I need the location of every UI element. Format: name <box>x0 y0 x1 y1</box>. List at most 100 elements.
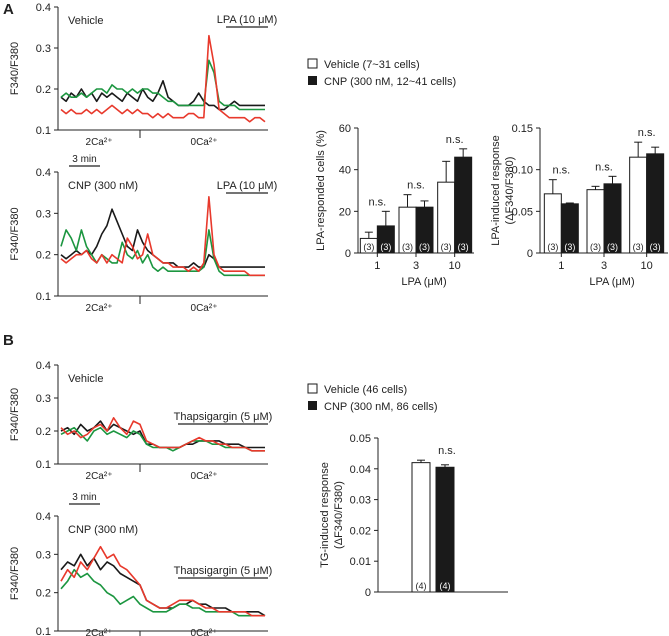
phase-label-2ca: 2Ca²⁺ <box>86 303 113 314</box>
y-tick-label: 20 <box>339 206 351 218</box>
legend-a-cnp-swatch <box>308 76 317 85</box>
x-tick-label: 1 <box>558 260 564 272</box>
n-label: (3) <box>380 242 391 252</box>
y-tick-label: 0.10 <box>512 165 533 177</box>
bar-vehicle <box>411 462 431 593</box>
n-label: (3) <box>458 242 469 252</box>
stimulus-label: LPA (10 μM) <box>217 14 278 26</box>
phase-label-0ca: 0Ca²⁺ <box>191 137 218 148</box>
y-tick-label: 0.05 <box>512 206 533 218</box>
y-tick-label: 0.1 <box>36 626 51 636</box>
y-tick-label: 0 <box>345 248 351 260</box>
y-axis-label-unit: (ΔF340/F380) <box>504 157 516 225</box>
n-label: (3) <box>402 242 413 252</box>
legend-b-vehicle-swatch <box>307 383 318 394</box>
y-axis-label: F340/F380 <box>9 547 21 600</box>
n-label: (3) <box>547 242 558 252</box>
y-tick-label: 0.03 <box>350 495 371 507</box>
x-tick-label: 10 <box>449 260 461 272</box>
y-tick-label: 40 <box>339 165 351 177</box>
n-label: (4) <box>440 581 451 591</box>
condition-label: CNP (300 nM) <box>68 524 138 536</box>
significance-label: n.s. <box>552 165 570 177</box>
bar-vehicle <box>629 156 648 254</box>
y-tick-label: 0.04 <box>350 464 371 476</box>
y-tick-label: 0.2 <box>36 426 51 438</box>
n-label: (3) <box>633 242 644 252</box>
time-scale-label: 3 min <box>72 154 96 165</box>
trace-red <box>60 416 265 452</box>
n-label: (3) <box>363 242 374 252</box>
significance-label: n.s. <box>368 196 386 208</box>
x-axis-label: LPA (μM) <box>589 276 634 288</box>
legend-a: Vehicle (7~31 cells) CNP (300 nM, 12~41 … <box>307 58 456 88</box>
trace-green <box>60 59 265 111</box>
phase-label-2ca: 2Ca²⁺ <box>86 471 113 482</box>
significance-label: n.s. <box>638 127 656 139</box>
n-label: (3) <box>650 242 661 252</box>
legend-a-cnp-label: CNP (300 nM, 12~41 cells) <box>324 76 456 88</box>
condition-label: Vehicle <box>68 15 103 27</box>
trace-chart-B-trace-cnp: 0.1 0.2 0.3 0.4 2Ca²⁺ 0Ca²⁺ F340/F380 CNP (300 … <box>9 492 272 636</box>
trace-red <box>60 545 265 617</box>
y-tick-label: 0.4 <box>36 360 51 372</box>
bar-chart-A-bar-response: 0 0.05 0.10 0.15 LPA-induced response (ΔF340/… <box>490 123 668 288</box>
x-tick-label: 1 <box>374 260 380 272</box>
y-tick-label: 60 <box>339 123 351 135</box>
stimulus-label: LPA (10 μM) <box>217 180 278 192</box>
trace-chart-A-trace-vehicle: 0.1 0.2 0.3 0.4 2Ca²⁺ 0Ca²⁺ F340/F380 Vehicle LP… <box>9 2 277 148</box>
y-axis-label: LPA-induced response <box>490 135 502 245</box>
trace-chart-B-trace-vehicle: 0.1 0.2 0.3 0.4 2Ca²⁺ 0Ca²⁺ F340/F380 Vehicle Th… <box>9 360 272 482</box>
stimulus-label: Thapsigargin (5 μM) <box>174 565 273 577</box>
y-tick-label: 0.4 <box>36 511 51 523</box>
condition-label: Vehicle <box>68 373 103 385</box>
time-scale-label: 3 min <box>72 492 96 503</box>
y-tick-label: 0.1 <box>36 291 51 303</box>
y-tick-label: 0 <box>365 587 371 599</box>
phase-label-0ca: 0Ca²⁺ <box>191 471 218 482</box>
phase-label-2ca: 2Ca²⁺ <box>86 628 113 636</box>
y-tick-label: 0.02 <box>350 525 371 537</box>
y-tick-label: 0.3 <box>36 43 51 55</box>
n-label: (4) <box>416 581 427 591</box>
y-axis-label-unit: (ΔF340/F380) <box>333 481 345 549</box>
phase-label-0ca: 0Ca²⁺ <box>191 303 218 314</box>
y-tick-label: 0.1 <box>36 125 51 137</box>
y-tick-label: 0.4 <box>36 2 51 14</box>
y-tick-label: 0.01 <box>350 556 371 568</box>
y-tick-label: 0.1 <box>36 459 51 471</box>
n-label: (3) <box>419 242 430 252</box>
y-axis-label: F340/F380 <box>9 388 21 441</box>
y-tick-label: 0.15 <box>512 123 533 135</box>
y-axis-label: F340/F380 <box>9 207 21 260</box>
x-tick-label: 10 <box>641 260 653 272</box>
significance-label: n.s. <box>595 161 613 173</box>
panel-label-a: A <box>3 1 14 18</box>
condition-label: CNP (300 nM) <box>68 180 138 192</box>
trace-chart-A-trace-cnp: 0.1 0.2 0.3 0.4 2Ca²⁺ 0Ca²⁺ F340/F380 CNP (300 … <box>9 154 277 314</box>
legend-b-vehicle-label: Vehicle (46 cells) <box>324 384 407 396</box>
bar-cnp <box>435 466 455 593</box>
phase-label-2ca: 2Ca²⁺ <box>86 137 113 148</box>
n-label: (3) <box>564 242 575 252</box>
phase-label-0ca: 0Ca²⁺ <box>191 628 218 636</box>
y-tick-label: 0.3 <box>36 393 51 405</box>
trace-black <box>60 80 265 111</box>
y-axis-label: F340/F380 <box>9 42 21 95</box>
significance-label: n.s. <box>446 134 464 146</box>
significance-label: n.s. <box>407 180 425 192</box>
trace-green <box>60 229 265 277</box>
x-axis-label: LPA (μM) <box>401 276 446 288</box>
x-tick-label: 3 <box>601 260 607 272</box>
n-label: (3) <box>590 242 601 252</box>
y-tick-label: 0.3 <box>36 208 51 220</box>
panel-label-b: B <box>3 332 14 349</box>
y-tick-label: 0.2 <box>36 588 51 600</box>
bar-cnp <box>454 156 473 254</box>
legend-a-vehicle-label: Vehicle (7~31 cells) <box>324 59 420 71</box>
y-tick-label: 0 <box>527 248 533 260</box>
stimulus-label: Thapsigargin (5 μM) <box>174 411 273 423</box>
significance-label: n.s. <box>438 445 456 457</box>
n-label: (3) <box>607 242 618 252</box>
